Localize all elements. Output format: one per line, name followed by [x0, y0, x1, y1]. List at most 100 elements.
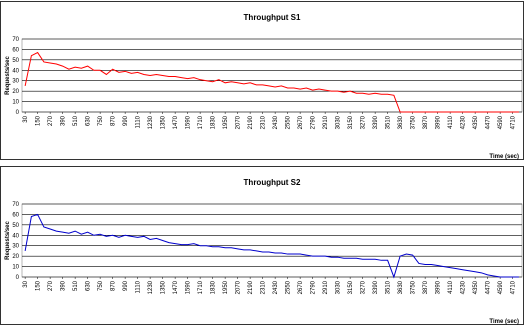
- x-tick-label: 2310: [261, 280, 267, 294]
- x-tick-label: 3510: [386, 280, 392, 294]
- x-tick-label: 2550: [286, 115, 292, 129]
- x-tick-label: 630: [86, 280, 92, 291]
- x-tick-label: 3270: [361, 280, 367, 294]
- x-tick-label: 1110: [136, 115, 142, 128]
- x-tick-label: 3630: [398, 115, 404, 129]
- x-tick-label: 2790: [311, 115, 317, 129]
- data-line: [24, 51, 519, 113]
- y-tick-label: 20: [12, 89, 19, 95]
- x-tick-label: 4230: [461, 280, 467, 294]
- x-tick-label: 990: [123, 280, 129, 291]
- x-tick-label: 30: [23, 280, 29, 287]
- x-tick-label: 270: [48, 115, 54, 126]
- y-tick-label: 40: [12, 233, 19, 239]
- y-tick-label: 0: [16, 275, 20, 281]
- x-tick-label: 4230: [461, 115, 467, 129]
- y-axis-title: Requests/sec: [5, 220, 11, 259]
- x-tick-label: 1830: [211, 280, 217, 294]
- x-tick-label: 3150: [348, 280, 354, 294]
- x-tick-label: 4350: [473, 115, 479, 129]
- chart-title: Throughput S2: [244, 178, 301, 187]
- x-tick-label: 1590: [186, 280, 192, 294]
- y-tick-label: 30: [12, 244, 19, 250]
- x-tick-label: 3630: [398, 280, 404, 294]
- x-tick-label: 1350: [161, 115, 167, 129]
- x-tick-label: 1470: [173, 280, 179, 294]
- y-tick-label: 60: [12, 212, 19, 218]
- chart-title: Throughput S1: [244, 13, 301, 22]
- x-tick-label: 4710: [511, 115, 517, 129]
- x-tick-label: 990: [123, 115, 129, 126]
- x-tick-label: 150: [36, 115, 42, 126]
- x-tick-label: 30: [23, 115, 29, 122]
- y-tick-label: 60: [12, 47, 19, 53]
- x-tick-label: 3390: [373, 115, 379, 129]
- x-tick-label: 750: [98, 115, 104, 126]
- x-tick-label: 870: [111, 115, 117, 126]
- x-tick-label: 4470: [486, 115, 492, 129]
- x-tick-label: 270: [48, 280, 54, 291]
- y-tick-label: 50: [12, 58, 19, 64]
- x-tick-label: 750: [98, 280, 104, 291]
- data-line: [24, 213, 519, 279]
- x-tick-label: 2310: [261, 115, 267, 129]
- y-tick-label: 10: [12, 100, 19, 106]
- x-tick-label: 1470: [173, 115, 179, 129]
- x-tick-label: 1950: [223, 115, 229, 129]
- x-tick-label: 3990: [436, 280, 442, 294]
- x-tick-label: 510: [73, 280, 79, 291]
- plot-area: [21, 38, 523, 113]
- y-axis-title: Requests/sec: [5, 55, 11, 94]
- x-tick-label: 870: [111, 280, 117, 291]
- x-tick-label: 1590: [186, 115, 192, 129]
- x-tick-label: 1830: [211, 115, 217, 129]
- x-tick-label: 1710: [198, 115, 204, 129]
- y-tick-label: 20: [12, 254, 19, 260]
- x-tick-label: 3750: [411, 115, 417, 129]
- plot-area: [21, 203, 523, 278]
- x-tick-label: 2670: [298, 115, 304, 129]
- x-tick-label: 2190: [248, 280, 254, 294]
- x-tick-label: 1350: [161, 280, 167, 294]
- x-tick-label: 3270: [361, 115, 367, 129]
- x-tick-label: 3870: [423, 280, 429, 294]
- x-tick-label: 4110: [448, 280, 454, 294]
- x-tick-label: 4590: [498, 115, 504, 129]
- x-tick-label: 3150: [348, 115, 354, 129]
- x-tick-label: 3870: [423, 115, 429, 129]
- x-tick-label: 2910: [323, 115, 329, 129]
- y-tick-label: 70: [12, 37, 19, 43]
- x-axis-title: Time (sec): [489, 154, 519, 160]
- x-tick-label: 1230: [148, 280, 154, 294]
- x-tick-label: 4470: [486, 280, 492, 294]
- x-axis-title: Time (sec): [489, 319, 519, 325]
- x-tick-label: 2790: [311, 280, 317, 294]
- x-tick-label: 4590: [498, 280, 504, 294]
- x-tick-label: 2550: [286, 280, 292, 294]
- x-tick-label: 2190: [248, 115, 254, 129]
- y-tick-label: 10: [12, 265, 19, 271]
- x-tick-label: 3990: [436, 115, 442, 129]
- x-tick-label: 2670: [298, 280, 304, 294]
- x-tick-label: 2070: [236, 115, 242, 129]
- x-tick-label: 4350: [473, 280, 479, 294]
- x-tick-label: 3750: [411, 280, 417, 294]
- x-tick-label: 3510: [386, 115, 392, 129]
- y-tick-label: 30: [12, 79, 19, 85]
- x-tick-label: 3030: [336, 280, 342, 294]
- y-tick-label: 40: [12, 68, 19, 74]
- x-tick-label: 2430: [273, 280, 279, 294]
- x-tick-label: 4710: [511, 280, 517, 294]
- y-tick-label: 70: [12, 202, 19, 208]
- x-tick-label: 1110: [136, 280, 142, 293]
- y-tick-label: 0: [16, 110, 20, 116]
- x-tick-label: 2070: [236, 280, 242, 294]
- x-tick-label: 1230: [148, 115, 154, 129]
- x-tick-label: 630: [86, 115, 92, 126]
- x-tick-label: 1710: [198, 280, 204, 294]
- x-tick-label: 390: [61, 280, 67, 291]
- x-tick-label: 2910: [323, 280, 329, 294]
- x-tick-label: 2430: [273, 115, 279, 129]
- x-tick-label: 4110: [448, 115, 454, 129]
